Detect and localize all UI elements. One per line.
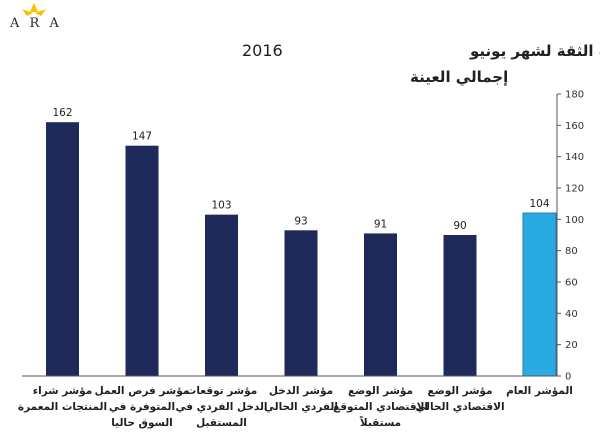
bar-4: [364, 233, 397, 376]
bar-1: [125, 145, 159, 376]
category-label-2: مؤشر توقعات الدخل الفردي في المستقبل: [176, 385, 268, 429]
logo-sun-icon: [22, 3, 46, 16]
y-tick-label-8: 160: [565, 121, 584, 132]
bars-group: [46, 122, 557, 377]
y-axis: 0 20 40 60 80 100 120 140 160 180: [22, 90, 584, 383]
chart-year: 2016: [242, 41, 283, 60]
category-label-4: مؤشر الوضع الاقتصادي المتوقع مستقبلاً: [333, 385, 428, 429]
value-label-6: 104: [529, 198, 549, 210]
logo: A R A: [9, 3, 62, 31]
category-label-3: مؤشر الدخل الفردي الحالي: [264, 385, 338, 413]
y-tick-label-9: 180: [565, 90, 584, 101]
chart-subtitle: إجمالي العينة: [410, 68, 508, 86]
y-tick-label-0: 0: [565, 372, 571, 383]
value-labels: 162 147 103 93 91 90 104: [52, 107, 549, 232]
bar-6: [522, 212, 557, 377]
value-label-5: 90: [453, 220, 466, 232]
y-tick-label-4: 80: [565, 246, 578, 257]
logo-text: A R A: [9, 16, 62, 31]
chart-title: مؤشرات الثقة لشهر يونيو: [469, 42, 600, 60]
category-label-1: مؤشر فرص العمل المتوفرة في السوق حاليا: [95, 385, 190, 429]
y-tick-label-1: 20: [565, 340, 578, 351]
y-tick-label-2: 40: [565, 309, 578, 320]
category-label-6: المؤشر العام: [506, 385, 573, 397]
bar-3: [284, 230, 318, 376]
y-tick-label-7: 140: [565, 152, 584, 163]
value-label-1: 147: [132, 131, 152, 143]
bar-2: [205, 214, 238, 376]
value-label-3: 93: [294, 215, 307, 227]
bar-0: [46, 122, 79, 376]
y-tick-label-3: 60: [565, 278, 578, 289]
value-label-2: 103: [211, 200, 231, 212]
category-label-0: مؤشر شراء المنتجات المعمرة: [18, 385, 107, 413]
y-tick-label-5: 100: [565, 215, 584, 226]
category-label-5: مؤشر الوضع الاقتصادي الحالي: [415, 385, 504, 413]
bar-5: [443, 235, 477, 376]
value-label-4: 91: [374, 218, 387, 230]
value-label-0: 162: [52, 107, 72, 119]
y-tick-label-6: 120: [565, 184, 584, 195]
